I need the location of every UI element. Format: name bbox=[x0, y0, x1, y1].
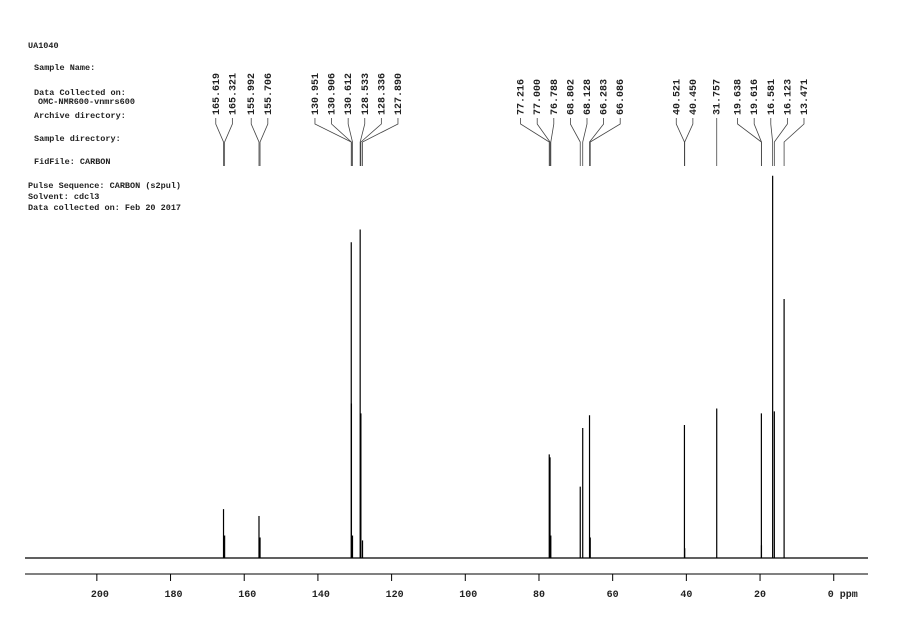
peak-label: 155.706 bbox=[264, 73, 275, 115]
header-line: Archive directory: bbox=[34, 111, 126, 121]
leader-line bbox=[675, 118, 685, 166]
peak-label: 66.283 bbox=[600, 79, 611, 115]
leader-line bbox=[520, 118, 550, 166]
leader-line bbox=[770, 118, 774, 166]
peak-label: 155.992 bbox=[247, 73, 258, 115]
leader-line bbox=[331, 118, 352, 166]
leader-line bbox=[359, 118, 366, 166]
peak-label: 16.581 bbox=[767, 79, 778, 115]
header-line: OMC-NMR600-vnmrs600 bbox=[38, 97, 135, 107]
header-line: Sample Name: bbox=[34, 63, 95, 73]
leader-line bbox=[684, 118, 694, 166]
x-tick-label: 200 bbox=[91, 590, 109, 601]
leader-line bbox=[362, 118, 399, 166]
leader-line bbox=[773, 118, 788, 166]
peak-label: 130.906 bbox=[328, 73, 339, 115]
header-line: Sample directory: bbox=[34, 134, 121, 144]
leader-line bbox=[753, 118, 762, 166]
x-tick-label: 40 bbox=[680, 590, 692, 601]
peak-label: 40.450 bbox=[689, 79, 700, 115]
x-tick-label: 120 bbox=[386, 590, 404, 601]
x-tick-label: 0 ppm bbox=[828, 590, 858, 601]
peak-label: 68.128 bbox=[583, 79, 594, 115]
peak-label: 76.788 bbox=[550, 79, 561, 115]
peak-label: 165.321 bbox=[228, 73, 239, 115]
leader-line bbox=[737, 118, 762, 166]
peak-label: 128.533 bbox=[361, 73, 372, 115]
leader-line bbox=[570, 118, 581, 166]
x-tick-label: 140 bbox=[312, 590, 330, 601]
leader-line bbox=[589, 118, 605, 166]
peak-label: 77.000 bbox=[533, 79, 544, 115]
peak-label: 68.802 bbox=[566, 79, 577, 115]
x-tick-label: 160 bbox=[238, 590, 256, 601]
leader-line bbox=[250, 118, 260, 166]
header-line: FidFile: CARBON bbox=[34, 157, 111, 167]
peak-label: 77.216 bbox=[517, 79, 528, 115]
x-tick-label: 180 bbox=[165, 590, 183, 601]
peak-label: 130.951 bbox=[311, 73, 322, 115]
peak-label: 19.638 bbox=[734, 79, 745, 115]
peak-label: 165.619 bbox=[212, 73, 223, 115]
x-tick-label: 100 bbox=[459, 590, 477, 601]
header-line: UA1040 bbox=[28, 41, 59, 51]
leader-line bbox=[550, 118, 555, 166]
leader-line bbox=[582, 118, 588, 166]
leader-line bbox=[360, 118, 382, 166]
leader-line bbox=[783, 118, 805, 166]
peak-label: 66.086 bbox=[616, 79, 627, 115]
leader-line bbox=[589, 118, 621, 166]
header-line: Data Collected on: bbox=[34, 88, 126, 98]
x-tick-label: 20 bbox=[754, 590, 766, 601]
peak-label: 13.471 bbox=[800, 79, 811, 115]
header-line: Data collected on: Feb 20 2017 bbox=[28, 203, 181, 213]
x-tick-label: 60 bbox=[607, 590, 619, 601]
peak-label: 130.612 bbox=[344, 73, 355, 115]
leader-line bbox=[536, 118, 551, 166]
header-line: Pulse Sequence: CARBON (s2pul) bbox=[28, 181, 181, 191]
peak-label: 31.757 bbox=[713, 79, 724, 115]
leader-line bbox=[224, 118, 233, 166]
peak-label: 16.123 bbox=[783, 79, 794, 115]
peak-label: 128.336 bbox=[377, 73, 388, 115]
header-line: Solvent: cdcl3 bbox=[28, 192, 99, 202]
leader-line bbox=[347, 118, 353, 166]
x-tick-label: 80 bbox=[533, 590, 545, 601]
peak-label: 19.616 bbox=[750, 79, 761, 115]
peak-label: 127.890 bbox=[394, 73, 405, 115]
peak-label: 40.521 bbox=[672, 79, 683, 115]
leader-line bbox=[259, 118, 269, 166]
leader-line bbox=[215, 118, 224, 166]
